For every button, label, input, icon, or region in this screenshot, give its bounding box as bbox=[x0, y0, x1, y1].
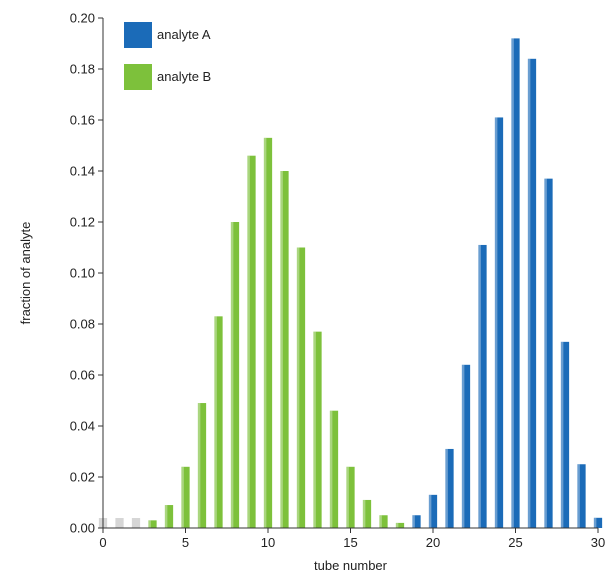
bar-highlight-tube-25 bbox=[511, 38, 514, 529]
bar-series-b-tube-9 bbox=[247, 155, 256, 528]
bar-highlight-tube-16 bbox=[362, 499, 366, 528]
bar-highlight-tube-7 bbox=[214, 316, 217, 528]
bar-highlight-tube-10 bbox=[263, 137, 267, 528]
bar-series-a-tube-28 bbox=[560, 341, 570, 528]
x-tick-label: 25 bbox=[508, 535, 522, 550]
bar-series-a-tube-20 bbox=[428, 494, 438, 528]
bar-series-a-tube-30 bbox=[593, 517, 603, 528]
bar-series-a-tube-22 bbox=[461, 364, 471, 528]
bar-series-b-tube-12 bbox=[296, 247, 306, 528]
bar-highlight-tube-11 bbox=[280, 171, 283, 528]
bar-highlight-tube-27 bbox=[544, 178, 547, 528]
bar-series-b-tube-15 bbox=[346, 466, 355, 528]
bar-highlight-tube-13 bbox=[313, 331, 316, 528]
bar-highlight-tube-17 bbox=[379, 515, 382, 528]
x-tick-label: 5 bbox=[182, 535, 189, 550]
bars-layer bbox=[98, 38, 603, 529]
bar-series-b-tube-18 bbox=[395, 522, 405, 528]
bar-series-b-tube-4 bbox=[164, 505, 174, 528]
legend-label-a: analyte A bbox=[157, 27, 211, 42]
bar-highlight-tube-30 bbox=[593, 517, 597, 528]
bar-series-a-tube-29 bbox=[577, 464, 586, 528]
empty-tube-marker-1 bbox=[115, 518, 124, 528]
bar-series-b-tube-14 bbox=[329, 410, 339, 528]
x-axis-ticks: 0 5 10 15 20 25 30 bbox=[99, 528, 605, 550]
bar-series-b-tube-13 bbox=[313, 331, 322, 528]
bar-highlight-tube-23 bbox=[478, 244, 481, 528]
x-tick-label: 0 bbox=[99, 535, 106, 550]
empty-tube-marker-2 bbox=[131, 518, 141, 528]
bar-highlight-tube-4 bbox=[164, 505, 168, 528]
y-tick-label: 0.10 bbox=[70, 266, 95, 281]
y-tick-label: 0.08 bbox=[70, 317, 95, 332]
bar-highlight-tube-9 bbox=[247, 155, 250, 528]
bar-series-b-tube-8 bbox=[230, 222, 240, 528]
bar-series-a-tube-25 bbox=[511, 38, 520, 529]
bar-highlight-tube-3 bbox=[148, 520, 151, 528]
bar-highlight-tube-21 bbox=[445, 448, 448, 528]
y-tick-label: 0.18 bbox=[70, 62, 95, 77]
y-tick-label: 0.20 bbox=[70, 11, 95, 26]
bar-highlight-tube-14 bbox=[329, 410, 333, 528]
bar-series-a-tube-19 bbox=[412, 515, 421, 528]
bar-highlight-tube-6 bbox=[197, 403, 201, 528]
x-tick-label: 30 bbox=[591, 535, 605, 550]
bar-highlight-tube-5 bbox=[181, 466, 184, 528]
bar-series-b-tube-16 bbox=[362, 499, 372, 528]
y-axis-ticks: 0.00 0.02 0.04 0.06 0.08 0.10 0.12 0.14 0.16 0.18… bbox=[70, 11, 103, 536]
y-tick-label: 0.04 bbox=[70, 419, 95, 434]
y-tick-label: 0.16 bbox=[70, 113, 95, 128]
bar-highlight-tube-19 bbox=[412, 515, 415, 528]
y-tick-label: 0.02 bbox=[70, 470, 95, 485]
axes-layer bbox=[102, 18, 598, 529]
bar-series-b-tube-5 bbox=[181, 466, 190, 528]
bar-highlight-tube-28 bbox=[560, 341, 564, 528]
legend: analyte A analyte B bbox=[124, 22, 211, 90]
bar-series-b-tube-7 bbox=[214, 316, 223, 528]
bar-series-a-tube-26 bbox=[527, 58, 537, 529]
bar-highlight-tube-22 bbox=[461, 364, 465, 528]
bar-series-b-tube-6 bbox=[197, 403, 207, 528]
bar-series-b-tube-3 bbox=[148, 520, 157, 528]
legend-swatch-b bbox=[124, 64, 152, 90]
bar-highlight-tube-15 bbox=[346, 466, 349, 528]
legend-swatch-a bbox=[124, 22, 152, 48]
bar-highlight-tube-29 bbox=[577, 464, 580, 528]
bar-series-a-tube-27 bbox=[544, 178, 553, 528]
legend-label-b: analyte B bbox=[157, 69, 211, 84]
bar-series-b-tube-17 bbox=[379, 515, 388, 528]
bar-series-a-tube-21 bbox=[445, 448, 454, 528]
bar-highlight-tube-18 bbox=[395, 522, 399, 528]
y-axis-title: fraction of analyte bbox=[18, 222, 33, 325]
x-tick-label: 20 bbox=[426, 535, 440, 550]
y-tick-label: 0.06 bbox=[70, 368, 95, 383]
legend-item-b: analyte B bbox=[124, 64, 211, 90]
bar-series-a-tube-24 bbox=[494, 117, 504, 528]
bar-highlight-tube-26 bbox=[527, 58, 531, 529]
bar-series-a-tube-23 bbox=[478, 244, 487, 528]
y-tick-label: 0.00 bbox=[70, 521, 95, 536]
y-tick-label: 0.14 bbox=[70, 164, 95, 179]
bar-highlight-tube-24 bbox=[494, 117, 498, 528]
y-tick-label: 0.12 bbox=[70, 215, 95, 230]
bar-series-b-tube-11 bbox=[280, 171, 289, 528]
bar-highlight-tube-12 bbox=[296, 247, 300, 528]
x-axis-title: tube number bbox=[314, 558, 388, 573]
legend-item-a: analyte A bbox=[124, 22, 211, 48]
bar-highlight-tube-8 bbox=[230, 222, 234, 528]
bar-highlight-tube-20 bbox=[428, 494, 432, 528]
x-tick-label: 10 bbox=[261, 535, 275, 550]
bar-series-b-tube-10 bbox=[263, 137, 273, 528]
x-tick-label: 15 bbox=[343, 535, 357, 550]
